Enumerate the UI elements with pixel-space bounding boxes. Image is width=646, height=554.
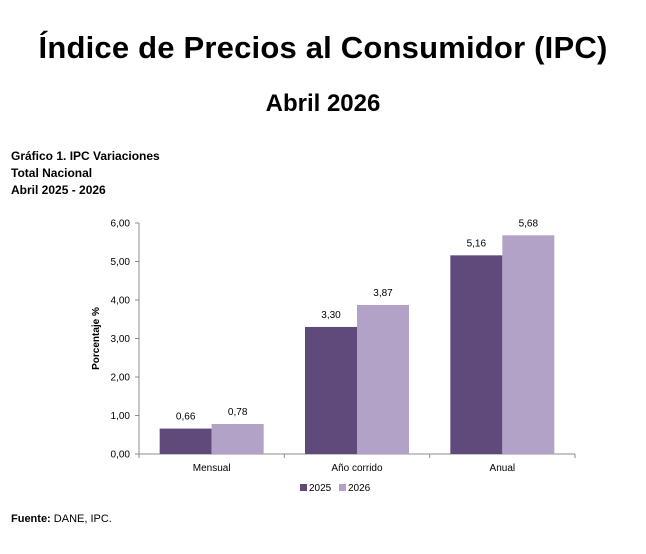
- data-label: 0,78: [228, 407, 248, 418]
- data-label: 3,30: [321, 310, 341, 321]
- page-title: Índice de Precios al Consumidor (IPC): [38, 30, 608, 65]
- legend-swatch-2026: [339, 484, 346, 491]
- y-tick-label: 1,00: [111, 411, 131, 422]
- y-tick-label: 2,00: [111, 373, 131, 384]
- x-tick-label: Mensual: [193, 463, 231, 474]
- bar-2025: [305, 326, 357, 454]
- source-text: DANE, IPC.: [50, 513, 112, 525]
- bar-2026: [502, 235, 555, 454]
- legend-label-2026: 2026: [348, 483, 371, 494]
- x-tick-label: Anual: [490, 463, 516, 474]
- y-tick-label: 6,00: [111, 219, 131, 230]
- legend-label-2025: 2025: [309, 483, 332, 494]
- bar-2026: [357, 305, 409, 454]
- y-tick-label: 3,00: [111, 334, 131, 345]
- y-tick-label: 0,00: [111, 450, 131, 461]
- bar-2025: [159, 428, 212, 454]
- x-tick-label: Año corrido: [331, 463, 383, 474]
- bar-2026: [211, 423, 264, 454]
- chart-caption-period: Abril 2025 - 2026: [11, 183, 106, 197]
- bar-2025: [450, 255, 503, 454]
- y-tick-label: 5,00: [111, 257, 131, 268]
- page-subtitle: Abril 2026: [265, 90, 381, 117]
- chart-caption: Gráfico 1. IPC Variaciones Total Naciona…: [11, 148, 160, 199]
- chart-caption-title: Gráfico 1. IPC Variaciones: [11, 149, 160, 163]
- source-label: Fuente:: [11, 513, 51, 525]
- chart-caption-region: Total Nacional: [11, 166, 93, 180]
- data-label: 0,66: [176, 412, 196, 423]
- data-label: 3,87: [373, 288, 393, 299]
- source-note: Fuente: DANE, IPC.: [11, 513, 112, 525]
- y-tick-label: 4,00: [111, 296, 131, 307]
- y-axis-title: Porcentaje %: [91, 307, 102, 370]
- legend-swatch-2025: [300, 484, 307, 491]
- data-label: 5,68: [519, 218, 539, 229]
- data-label: 5,16: [467, 238, 487, 249]
